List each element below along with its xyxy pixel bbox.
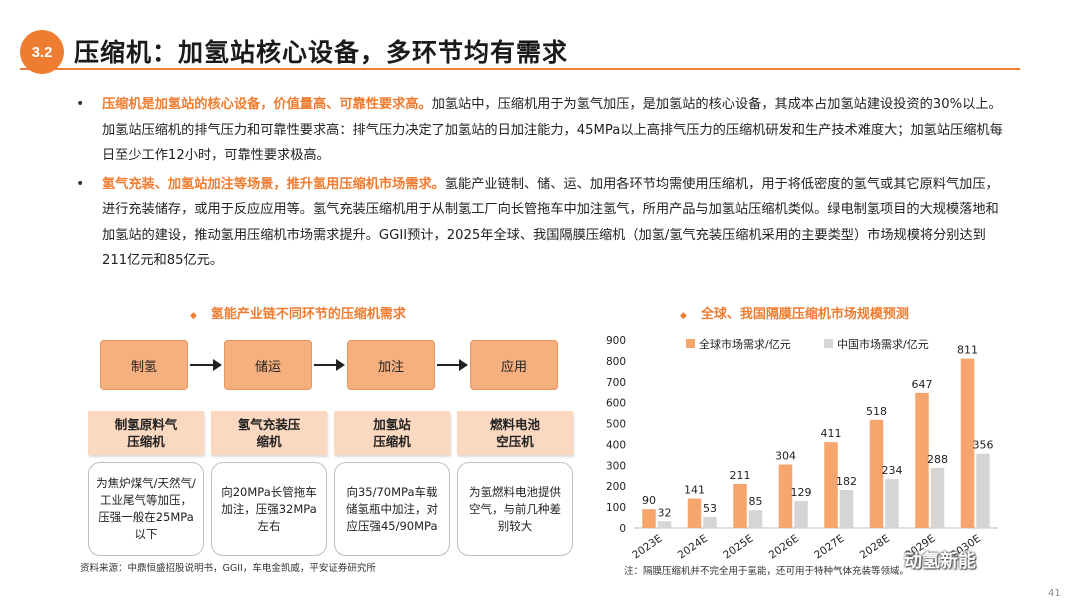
- diagram-title-text: 氢能产业链不同环节的压缩机需求: [210, 307, 406, 322]
- x-tick-label: 2023E: [630, 533, 664, 562]
- arrow-right-icon: [314, 359, 345, 371]
- x-tick-label: 2027E: [812, 533, 846, 562]
- bar-global: [687, 498, 702, 528]
- data-label-global: 304: [775, 449, 796, 462]
- arrow-right-icon: [190, 359, 222, 371]
- chart-title: ◆ 全球、我国隔膜压缩机市场规模预测: [680, 303, 909, 322]
- page-number: 41: [1048, 588, 1061, 599]
- bar-china: [794, 501, 808, 528]
- data-label-global: 211: [730, 469, 751, 482]
- bar-china: [976, 453, 990, 528]
- watermark-logo: 动氢新能: [904, 551, 976, 572]
- legend-label-global: 全球市场需求/亿元: [699, 337, 791, 351]
- data-label-china: 32: [658, 506, 672, 519]
- bar-china: [748, 510, 763, 528]
- bar-china: [930, 467, 945, 528]
- x-tick-label: 2024E: [676, 533, 710, 562]
- compressor-type-filling: 氢气充装压缩机: [211, 411, 327, 455]
- stage-refueling: 加注: [347, 340, 435, 390]
- stage-storage-transport: 储运: [224, 340, 312, 390]
- compressor-label: 燃料电池空压机: [489, 417, 540, 449]
- data-label-china: 53: [703, 502, 717, 515]
- chart-footnote: 注：隔膜压缩机并不完全用于氢能，还可用于特种气体充装等领域。: [624, 566, 910, 577]
- bullet-text: 氢能产业链制、储、运、加用各环节均需使用压缩机，用于将低密度的氢气或其它原料气加…: [102, 176, 999, 269]
- legend-label-china: 中国市场需求/亿元: [837, 337, 929, 351]
- stage-hydrogen-production: 制氢: [100, 340, 188, 390]
- x-tick-label: 2028E: [858, 533, 892, 562]
- x-tick-label: 2025E: [721, 533, 755, 562]
- y-tick-label: 500: [606, 419, 626, 431]
- compressor-label: 制氢原料气压缩机: [114, 417, 178, 449]
- data-label-china: 85: [749, 495, 763, 508]
- description-station: 向35/70MPa车载储氢瓶中加注，对应压强45/90MPa: [334, 462, 450, 556]
- bar-global: [778, 464, 793, 528]
- bullet-item-compressor-core: • 压缩机是加氢站的核心设备，价值量高、可靠性要求高。加氢站中，压缩机用于为氢气…: [66, 92, 1006, 169]
- y-tick-label: 100: [606, 502, 626, 514]
- bar-china: [839, 489, 854, 528]
- compressor-type-feedgas: 制氢原料气压缩机: [88, 411, 204, 455]
- bar-global: [869, 419, 884, 528]
- description-feedgas: 为焦炉煤气/天然气/工业尾气等加压，压强一般在25MPa以下: [88, 462, 204, 556]
- bar-china: [657, 521, 672, 528]
- chart-title-text: 全球、我国隔膜压缩机市场规模预测: [700, 307, 909, 322]
- y-tick-label: 0: [619, 523, 626, 535]
- diagram-title: ◆ 氢能产业链不同环节的压缩机需求: [190, 303, 406, 322]
- source-note: 资料来源：中鼎恒盛招股说明书，GGII，车电金凯威，平安证券研究所: [80, 563, 376, 574]
- bullet-dot-icon: •: [76, 175, 85, 192]
- data-label-global: 647: [912, 378, 933, 391]
- data-label-global: 811: [957, 344, 978, 357]
- bar-global: [642, 509, 656, 528]
- data-label-china: 129: [791, 486, 812, 499]
- data-label-china: 234: [882, 464, 903, 477]
- bullet-highlight: 氢气充装、加氢站加注等场景，推升氢用压缩机市场需求。: [102, 176, 445, 192]
- section-number-badge: 3.2: [20, 30, 64, 74]
- bar-global: [824, 442, 838, 528]
- bar-global: [960, 358, 975, 528]
- legend-swatch-china: [824, 339, 833, 348]
- data-label-china: 288: [927, 453, 948, 466]
- bar-china: [885, 479, 899, 528]
- y-tick-label: 200: [606, 481, 626, 493]
- data-label-china: 356: [973, 439, 994, 452]
- data-label-china: 182: [836, 475, 857, 488]
- header-divider: [20, 68, 1020, 70]
- compressor-type-fuelcell: 燃料电池空压机: [457, 411, 573, 455]
- legend-swatch-global: [686, 339, 695, 348]
- bar-global: [915, 392, 929, 528]
- arrow-right-icon: [437, 359, 468, 371]
- y-tick-label: 400: [606, 439, 626, 451]
- y-tick-label: 700: [606, 377, 626, 389]
- data-label-global: 518: [866, 405, 887, 418]
- y-tick-label: 900: [606, 335, 626, 347]
- bullet-text: 加氢站中，压缩机用于为氢气加压，是加氢站的核心设备，其成本占加氢站建设投资的30…: [102, 97, 1003, 163]
- description-fuelcell: 为氢燃料电池提供空气，与前几种差别较大: [457, 462, 573, 556]
- data-label-global: 90: [642, 494, 656, 507]
- compressor-type-station: 加氢站压缩机: [334, 411, 450, 455]
- bar-china: [703, 516, 717, 528]
- bullet-list: • 压缩机是加氢站的核心设备，价值量高、可靠性要求高。加氢站中，压缩机用于为氢气…: [66, 92, 1006, 277]
- diamond-icon: ◆: [680, 311, 687, 321]
- diamond-icon: ◆: [190, 311, 197, 321]
- bar-global: [733, 483, 747, 528]
- compressor-label: 加氢站压缩机: [373, 417, 411, 449]
- x-tick-label: 2026E: [767, 533, 801, 562]
- bullet-item-market-demand: • 氢气充装、加氢站加注等场景，推升氢用压缩机市场需求。氢能产业链制、储、运、加…: [66, 172, 1006, 274]
- compressor-label: 氢气充装压缩机: [237, 417, 301, 449]
- y-tick-label: 600: [606, 398, 626, 410]
- stage-application: 应用: [470, 340, 558, 390]
- y-tick-label: 800: [606, 356, 626, 368]
- bullet-highlight: 压缩机是加氢站的核心设备，价值量高、可靠性要求高。: [102, 97, 432, 112]
- data-label-global: 141: [684, 484, 705, 497]
- description-filling: 向20MPa长管拖车加注，压强32MPa左右: [211, 462, 327, 556]
- data-label-global: 411: [821, 427, 842, 440]
- page-title: 压缩机：加氢站核心设备，多环节均有需求: [74, 38, 569, 67]
- y-tick-label: 300: [606, 460, 626, 472]
- bullet-dot-icon: •: [76, 96, 85, 112]
